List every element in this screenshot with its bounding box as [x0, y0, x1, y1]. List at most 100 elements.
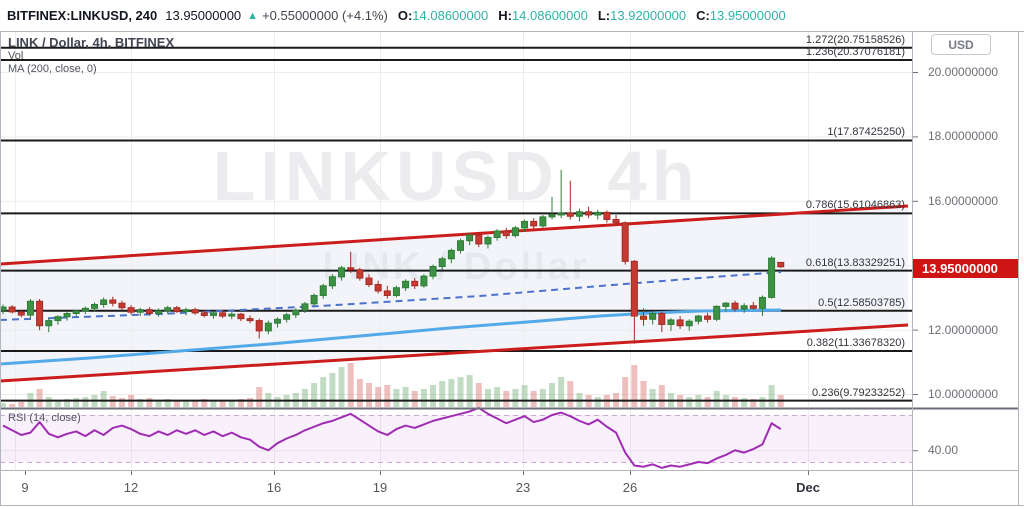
candle-body [676, 319, 684, 327]
volume-bar [237, 399, 244, 407]
ohlc-topbar: BITFINEX:LINKUSD, 240 13.95000000 ▲ +0.5… [0, 0, 1024, 31]
volume-bar [475, 383, 482, 407]
volume-bar [18, 402, 25, 407]
candle-body [191, 309, 199, 314]
volume-bar [466, 375, 473, 407]
candle-body [319, 285, 327, 296]
volume-bar [311, 383, 318, 407]
volume-bar [64, 399, 71, 407]
volume-bar [210, 400, 217, 407]
volume-bar [512, 389, 519, 407]
candle-body [255, 320, 263, 332]
candle-body [72, 310, 80, 315]
candle-body [365, 277, 373, 286]
watermark-symbol: LINKUSD 4h [212, 137, 700, 215]
volume-bar [457, 377, 464, 407]
volume-bar [36, 389, 43, 407]
candle-body [658, 313, 666, 325]
candle-body [640, 315, 647, 320]
candle-body [374, 284, 382, 292]
volume-bar [384, 385, 391, 407]
candle-body [145, 309, 153, 314]
candle-body [301, 303, 309, 311]
volume-bar [338, 367, 345, 407]
candle-body [182, 309, 190, 313]
candle-body [731, 302, 739, 310]
volume-bar [686, 397, 693, 407]
low-value: 13.92000000 [610, 8, 687, 23]
open-value: 14.08600000 [412, 8, 489, 23]
candle-body [36, 300, 44, 327]
volume-bar [219, 401, 226, 407]
candle-body [603, 211, 611, 220]
high-label: H: [498, 8, 512, 23]
candle-body [740, 305, 748, 310]
volume-bar [228, 400, 235, 407]
candle-body [310, 294, 318, 305]
candle-body [136, 309, 144, 313]
volume-bar [494, 387, 501, 407]
candle-body [383, 290, 391, 296]
volume-bar [82, 397, 89, 407]
volume-bar [558, 377, 565, 407]
candle-body [722, 302, 730, 307]
volume-bar [356, 379, 363, 407]
candle-body [749, 305, 757, 309]
candle-body [392, 287, 400, 296]
volume-bar [173, 401, 180, 407]
volume-bar [549, 383, 555, 407]
price-change: +0.55000000 (+4.1%) [262, 8, 388, 23]
candle-body [566, 212, 574, 217]
candle-body [466, 234, 474, 242]
volume-bar [146, 398, 153, 407]
volume-bar [320, 377, 327, 407]
candle-body [118, 302, 126, 309]
candle-body [457, 240, 464, 251]
volume-bar [45, 397, 52, 407]
candle-body [438, 258, 446, 267]
candle-body [768, 257, 776, 298]
candle-body [155, 310, 163, 315]
candle-body [493, 230, 501, 239]
open-label: O: [397, 8, 413, 23]
volume-bar [539, 389, 546, 407]
candle-body [548, 214, 556, 218]
last-price: 13.95000000 [165, 8, 242, 23]
volume-bar [631, 365, 638, 407]
candle-body [347, 267, 355, 271]
candle-body [109, 299, 117, 304]
volume-bar [183, 400, 189, 407]
volume-bar [530, 391, 537, 407]
candle-body [585, 211, 593, 216]
candle-body [54, 316, 62, 322]
volume-bar [274, 397, 281, 407]
candle-body [777, 261, 785, 268]
candle-body [502, 230, 510, 237]
candle-body [328, 276, 336, 287]
candle-body [575, 211, 583, 217]
ma200-line [0, 308, 782, 366]
candle-body [200, 312, 208, 316]
candle-body [127, 307, 135, 313]
candle-body [511, 227, 519, 237]
rsi-line [2, 406, 782, 469]
volume-bar [366, 383, 372, 407]
volume-bar [329, 373, 336, 407]
candle-body [521, 220, 529, 229]
candle-body [429, 265, 437, 277]
candle-body [209, 312, 217, 316]
volume-bar [247, 398, 254, 407]
candle-body [26, 300, 34, 316]
candle-body [594, 211, 602, 216]
candle-body [530, 220, 538, 227]
volume-bar [759, 397, 766, 407]
volume-bar [393, 389, 400, 407]
candle-body [274, 318, 281, 324]
volume-bar [448, 379, 455, 407]
volume-bar [594, 397, 601, 407]
candle-body [292, 309, 300, 316]
candle-body [0, 306, 7, 311]
candle-body [713, 305, 721, 320]
